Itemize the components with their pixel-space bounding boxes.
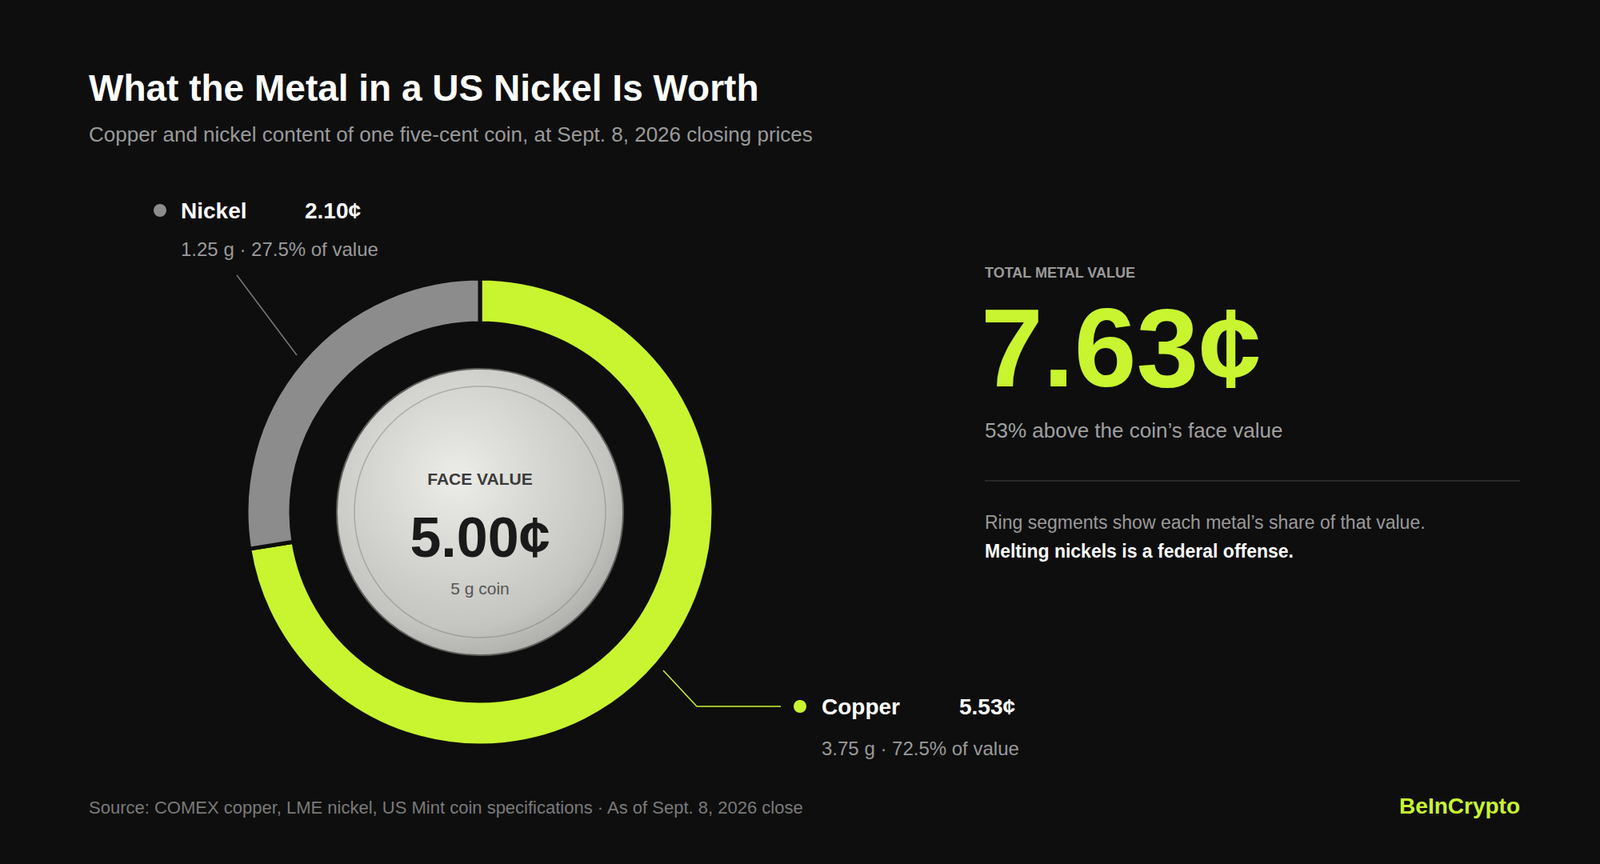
svg-text:Copper and nickel content of o: Copper and nickel content of one five-ce… (88, 122, 813, 147)
svg-text:7.63¢: 7.63¢ (980, 284, 1261, 411)
svg-text:Copper: Copper (821, 694, 900, 720)
svg-text:5 g coin: 5 g coin (450, 579, 510, 598)
svg-text:1.25 g · 27.5% of value: 1.25 g · 27.5% of value (180, 238, 379, 260)
svg-text:FACE VALUE: FACE VALUE (427, 469, 532, 488)
svg-text:Ring segments show each metal’: Ring segments show each metal’s share of… (984, 512, 1426, 533)
svg-text:5.00¢: 5.00¢ (409, 506, 550, 569)
svg-text:BeInCrypto: BeInCrypto (1399, 793, 1520, 819)
svg-text:2.10¢: 2.10¢ (304, 198, 361, 224)
svg-text:3.75 g · 72.5% of value: 3.75 g · 72.5% of value (821, 737, 1020, 760)
svg-text:TOTAL METAL VALUE: TOTAL METAL VALUE (984, 264, 1136, 281)
svg-text:5.53¢: 5.53¢ (959, 694, 1016, 720)
svg-text:What the Metal in a US Nickel: What the Metal in a US Nickel Is Worth (88, 67, 760, 109)
svg-text:Nickel: Nickel (180, 198, 248, 224)
svg-text:Source: COMEX copper, LME nick: Source: COMEX copper, LME nickel, US Min… (88, 797, 804, 818)
svg-text:53% above the coin’s face valu: 53% above the coin’s face value (984, 418, 1283, 443)
svg-text:Melting nickels is a federal o: Melting nickels is a federal offense. (984, 540, 1294, 562)
